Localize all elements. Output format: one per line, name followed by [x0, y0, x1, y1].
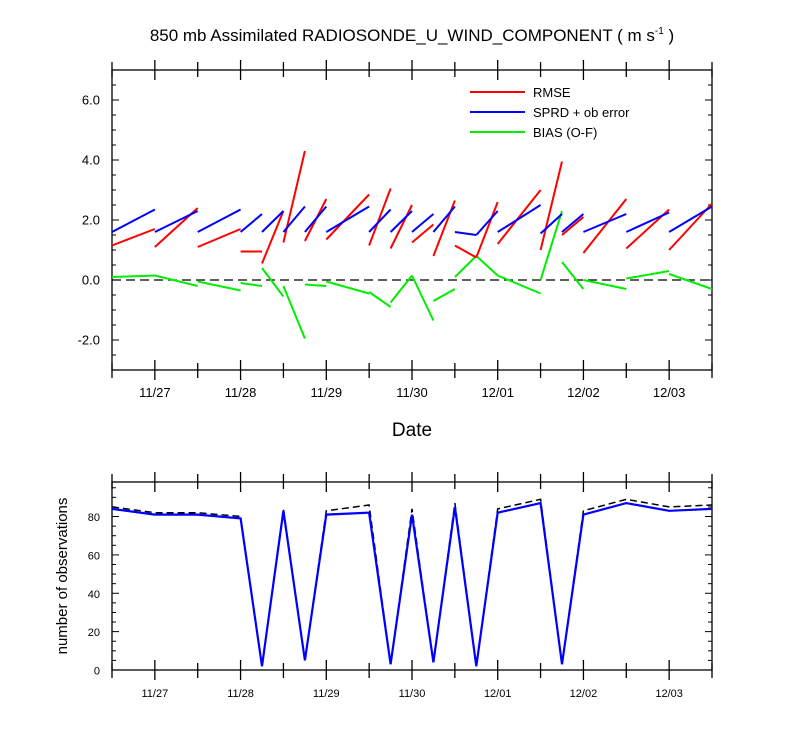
x-tick-label: 12/02 — [567, 385, 600, 400]
y-tick-label: -2.0 — [78, 333, 100, 348]
series-segment — [111, 228, 156, 247]
series-segment — [411, 275, 435, 321]
series-segment — [668, 205, 713, 233]
x-tick-label: 11/28 — [225, 385, 257, 400]
series-segment — [411, 213, 435, 233]
series-segment — [368, 188, 392, 246]
series-segment — [454, 255, 478, 278]
series-segment — [304, 205, 328, 233]
series-sprd-ob-error — [111, 204, 713, 236]
series-segment — [411, 223, 435, 244]
series-segment — [626, 270, 670, 280]
series-segment — [261, 210, 285, 264]
series-segment — [304, 283, 327, 287]
y-tick-label: 40 — [88, 589, 100, 601]
x-tick-label: 11/29 — [310, 385, 342, 400]
series-segment — [325, 205, 370, 233]
series-segment — [497, 204, 542, 233]
legend-label: SPRD + ob error — [533, 105, 630, 120]
series-segment — [497, 274, 541, 295]
bottom-plot-area: 0 20 40 60 80 11/27 11/28 11/29 11/30 12/01 12/02 1… — [54, 472, 713, 700]
series-segment — [475, 210, 499, 236]
series-segment — [389, 210, 413, 233]
y-tick-label: 4.0 — [82, 153, 100, 168]
series-segment — [668, 273, 713, 290]
series-segment — [539, 161, 563, 251]
series-segment — [561, 216, 585, 236]
y-tick-label: 80 — [88, 512, 100, 524]
x-axis-title: Date — [392, 420, 432, 441]
series-segment — [561, 213, 585, 233]
series-segment — [368, 291, 392, 308]
series-segment — [583, 279, 627, 290]
series-segment — [197, 208, 242, 233]
series-bias-o-f- — [111, 210, 713, 339]
series-possible — [111, 498, 713, 667]
top-plot-area: -2.0 0.0 2.0 4.0 6.0 11/27 11/28 11/29 11/30 12/0… — [78, 60, 713, 441]
x-tick-label: 12/01 — [484, 688, 512, 700]
series-segment — [261, 210, 285, 233]
series-segment — [154, 274, 198, 287]
series-segment — [239, 213, 263, 233]
x-tick-label: 11/27 — [139, 385, 171, 400]
series-assimilated — [111, 501, 713, 667]
y-tick-label: 0 — [94, 666, 100, 678]
x-tick-label: 12/02 — [570, 688, 598, 700]
series-segment — [389, 204, 413, 249]
series-segment — [368, 208, 392, 233]
series-segment — [432, 288, 456, 302]
y-tick-label: 2.0 — [82, 213, 100, 228]
y-tick-label: 60 — [88, 550, 100, 562]
x-tick-label: 11/27 — [141, 688, 168, 700]
series-segment — [197, 280, 241, 292]
y-tick-label: 0.0 — [82, 273, 100, 288]
y-tick-label: 6.0 — [82, 93, 100, 108]
series-segment — [475, 201, 499, 258]
series-segment — [539, 213, 563, 235]
chart-title: 850 mb Assimilated RADIOSONDE_U_WIND_COM… — [150, 26, 674, 45]
x-tick-label: 12/03 — [653, 385, 686, 400]
chart-title-text: 850 mb Assimilated RADIOSONDE_U_WIND_COM… — [150, 26, 674, 45]
x-tick-label: 11/30 — [396, 385, 428, 400]
series-segment — [454, 231, 477, 236]
legend-label: RMSE — [533, 85, 571, 100]
series-segment — [454, 244, 477, 259]
x-tick-label: 12/03 — [655, 688, 683, 700]
series-segment — [111, 274, 155, 278]
series-segment — [282, 205, 306, 233]
x-tick-label: 11/29 — [313, 688, 340, 700]
legend-label: BIAS (O-F) — [533, 125, 597, 140]
series-segment — [432, 205, 456, 233]
series-segment — [240, 282, 263, 287]
series-segment — [111, 208, 156, 233]
series-segment — [561, 261, 585, 290]
series-segment — [261, 267, 285, 298]
series-rmse — [111, 150, 713, 264]
series-segment — [475, 255, 499, 277]
legend: RMSE SPRD + ob error BIAS (O-F) — [470, 85, 630, 140]
series-segment — [389, 274, 413, 304]
x-tick-label: 11/30 — [399, 688, 426, 700]
y-tick-label: 20 — [88, 627, 100, 639]
series-segment — [154, 210, 199, 233]
series-segment — [496, 189, 542, 245]
y-axis-title: number of observations — [54, 498, 71, 655]
series-segment — [197, 228, 241, 248]
series-segment — [539, 210, 563, 281]
series-segment — [326, 280, 370, 295]
series-segment — [583, 213, 627, 233]
x-tick-label: 12/01 — [481, 385, 514, 400]
series-segment — [325, 193, 370, 241]
x-tick-label: 11/28 — [227, 688, 254, 700]
series-segment — [282, 285, 306, 339]
series-segment — [582, 198, 628, 254]
series-segment — [625, 211, 670, 233]
